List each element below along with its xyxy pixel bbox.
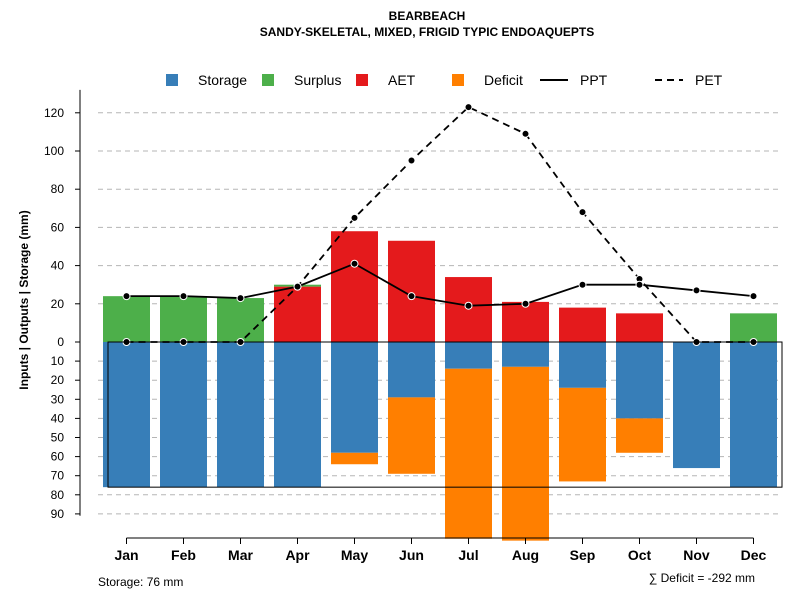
storage-bar-sep [559,342,606,388]
y-tick-label-60: 60 [51,220,65,234]
chart-subtitle: SANDY-SKELETAL, MIXED, FRIGID TYPIC ENDO… [260,25,594,39]
pet-point-jul [464,103,473,112]
legend-label-deficit: Deficit [484,72,523,88]
ppt-point-jan [122,292,131,301]
storage-bar-feb [160,342,207,488]
x-tick-label-nov: Nov [683,547,710,563]
storage-bar-jul [445,342,492,369]
ppt-point-jun [407,292,416,301]
x-tick-label-apr: Apr [285,547,310,563]
aet-bar-oct [616,313,663,342]
storage-bar-jan [103,342,150,488]
aet-bar-apr [274,286,321,342]
x-tick-label-jun: Jun [399,547,424,563]
y-tick-label-20: 20 [51,297,65,311]
pet-point-sep [578,208,587,217]
y-tick-label-neg-90: 90 [51,507,65,521]
aet-bar-jun [388,240,435,342]
y-tick-label-100: 100 [44,144,64,158]
y-tick-label-neg-10: 10 [51,354,65,368]
ppt-point-sep [578,280,587,289]
y-tick-label-neg-30: 30 [51,392,65,406]
aet-bar-sep [559,307,606,342]
storage-bar-jun [388,342,435,398]
ppt-point-may [350,259,359,268]
deficit-bar-may [331,452,378,465]
y-tick-label-neg-70: 70 [51,469,65,483]
y-tick-label-0: 0 [57,335,64,349]
x-tick-label-mar: Mar [228,547,253,563]
legend-label-storage: Storage [198,72,247,88]
y-tick-label-neg-80: 80 [51,488,65,502]
surplus-bar-mar [217,298,264,342]
deficit-bar-jun [388,397,435,474]
deficit-bar-sep [559,387,606,482]
ppt-point-feb [179,292,188,301]
storage-bar-aug [502,342,549,367]
y-tick-label-neg-20: 20 [51,373,65,387]
storage-bar-apr [274,342,321,488]
y-tick-label-neg-40: 40 [51,411,65,425]
ppt-point-aug [521,299,530,308]
x-tick-label-oct: Oct [628,547,652,563]
grid-lines [98,112,782,515]
pet-line [126,105,754,343]
ppt-point-jul [464,301,473,310]
storage-bar-may [331,342,378,453]
ppt-point-apr [293,282,302,291]
x-tick-label-feb: Feb [171,547,196,563]
surplus-bar-jan [103,296,150,342]
legend-swatch-storage [166,74,178,86]
deficit-note: ∑ Deficit = -292 mm [649,571,755,585]
bars [103,231,783,541]
legend: Storage Surplus AET Deficit PPT PET [166,72,723,88]
y-tick-label-neg-60: 60 [51,450,65,464]
ppt-point-oct [635,280,644,289]
pet-point-aug [521,129,530,138]
chart-title: BEARBEACH [389,9,466,23]
storage-bar-nov [673,342,720,469]
legend-swatch-deficit [452,74,464,86]
axes: 0 20 40 60 80 100 120 10 20 30 40 50 60 70 80 90 Jan Feb M… [44,89,782,563]
x-tick-label-aug: Aug [512,547,539,563]
storage-bar-dec [730,342,777,488]
pet-point-may [350,213,359,222]
legend-label-pet: PET [695,72,723,88]
storage-bar-mar [217,342,264,488]
deficit-bar-oct [616,418,663,453]
ppt-line [126,262,754,307]
x-tick-label-jul: Jul [458,547,478,563]
deficit-bar-aug [502,366,549,541]
aet-bar-aug [502,301,549,342]
pet-point-jun [407,156,416,165]
x-tick-label-dec: Dec [741,547,767,563]
deficit-bar-jul [445,368,492,539]
y-tick-label-neg-50: 50 [51,431,65,445]
y-tick-label-80: 80 [51,182,65,196]
surplus-bar-feb [160,296,207,342]
x-tick-label-jan: Jan [114,547,138,563]
legend-label-ppt: PPT [580,72,608,88]
ppt-point-mar [236,294,245,303]
legend-swatch-surplus [262,74,274,86]
y-axis-label: Inputs | Outputs | Storage (mm) [17,210,31,389]
storage-bar-oct [616,342,663,419]
legend-label-aet: AET [388,72,416,88]
x-tick-label-sep: Sep [570,547,596,563]
x-tick-label-may: May [341,547,368,563]
legend-label-surplus: Surplus [294,72,341,88]
y-tick-label-120: 120 [44,106,64,120]
storage-note: Storage: 76 mm [98,575,183,589]
surplus-bar-dec [730,313,777,342]
legend-swatch-aet [356,74,368,86]
ppt-point-nov [692,286,701,295]
ppt-point-dec [749,292,758,301]
y-tick-label-40: 40 [51,259,65,273]
aet-bar-may [331,231,378,342]
